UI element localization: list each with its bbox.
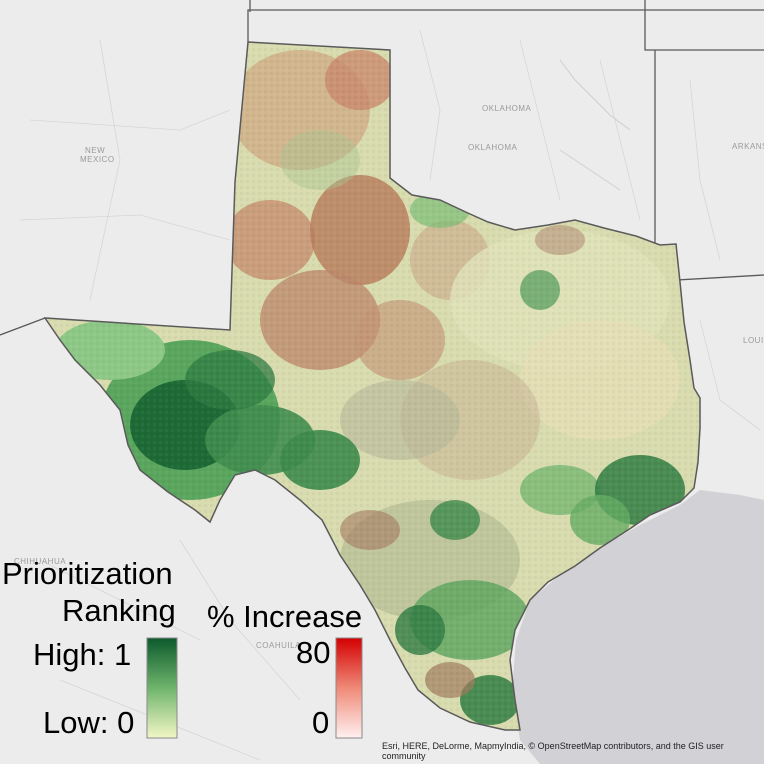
- priority-color-ramp: [146, 637, 178, 739]
- attribution-line1: Esri, HERE, DeLorme, MapmyIndia, © OpenS…: [382, 741, 724, 751]
- place-label-loui: LOUI: [743, 336, 764, 345]
- place-label-mexico: MEXICO: [80, 155, 115, 164]
- place-label-oklahoma-1: OKLAHOMA: [482, 104, 532, 113]
- gulf-of-mexico: [512, 490, 764, 764]
- county-lines: [19, 29, 761, 761]
- increase-min-label: 0: [312, 705, 330, 740]
- place-label-oklahoma-2: OKLAHOMA: [468, 143, 518, 152]
- rivers: [559, 59, 631, 191]
- increase-max-label: 80: [296, 635, 331, 670]
- increase-legend-title: % Increase: [207, 599, 363, 634]
- priority-low-label: Low: 0: [43, 705, 135, 740]
- place-label-new: NEW: [85, 146, 106, 155]
- place-label-coahuila: COAHUILA: [256, 641, 301, 650]
- place-label-arkans: ARKANS: [732, 142, 764, 151]
- map-attribution: Esri, HERE, DeLorme, MapmyIndia, © OpenS…: [382, 741, 762, 761]
- priority-legend-title-line1: Prioritization: [2, 556, 173, 591]
- priority-high-label: High: 1: [33, 637, 132, 672]
- attribution-line2: community: [382, 751, 426, 761]
- place-label-chihuahua: CHIHUAHUA: [14, 557, 67, 566]
- priority-legend-title-line2: Ranking: [62, 593, 176, 628]
- increase-color-ramp: [335, 637, 363, 739]
